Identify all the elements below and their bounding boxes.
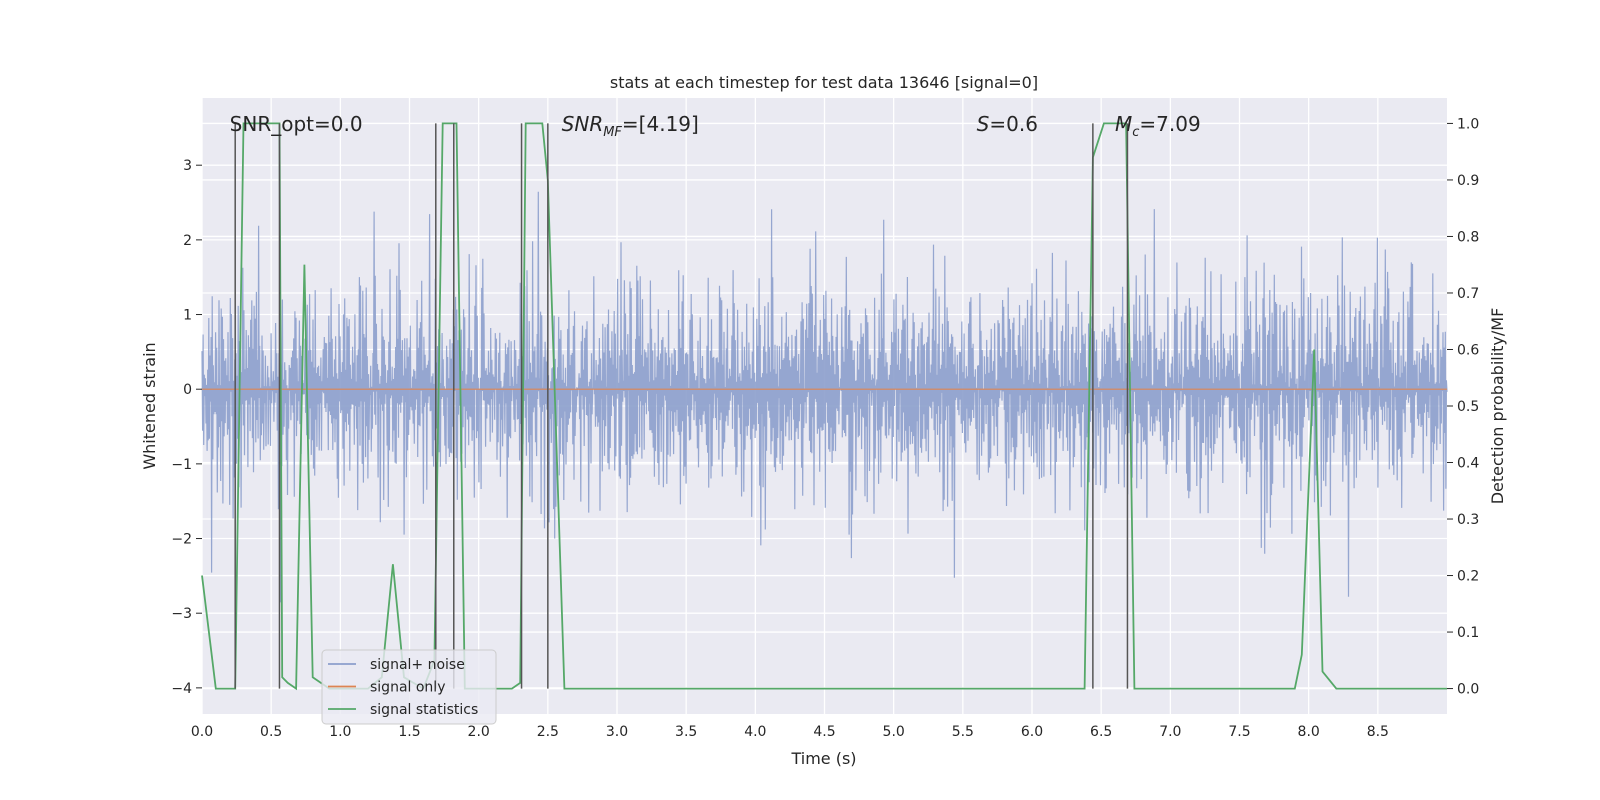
annotation-2: S=0.6 — [977, 112, 1038, 136]
x-tick-label: 7.0 — [1159, 724, 1181, 740]
statistics-line — [201, 122, 1447, 691]
y2-tick-label: 0.5 — [1457, 399, 1479, 415]
y-axis-right: 0.0 0.1 0.2 0.3 0.4 0.5 0.6 0.7 0.8 0.9 1.0 — [1447, 116, 1479, 698]
x-axis: 0.0 0.5 1.0 1.5 2.0 2.5 3.0 3.5 4.0 4.5 5.0 5.5 6.0 6… — [191, 724, 1389, 740]
y2-tick-label: 0.0 — [1457, 682, 1479, 698]
x-tick-label: 8.5 — [1367, 724, 1389, 740]
y-axis-left: −4 −3 −2 −1 0 1 2 3 — [171, 158, 202, 697]
legend-label: signal+ noise — [370, 657, 465, 673]
annotation-1: SNRMF=[4.19] — [562, 112, 699, 140]
y-tick-label: 2 — [183, 233, 192, 249]
y2-tick-label: 0.7 — [1457, 286, 1479, 302]
x-tick-label: 1.0 — [329, 724, 351, 740]
y2-tick-label: 1.0 — [1457, 116, 1479, 132]
x-tick-label: 8.0 — [1298, 724, 1320, 740]
y-tick-label: −1 — [171, 457, 192, 473]
legend-box — [321, 649, 497, 725]
y2-tick-label: 0.6 — [1457, 342, 1479, 358]
y2-axis-label: Detection probability/MF — [1488, 308, 1507, 505]
y2-tick-label: 0.4 — [1457, 456, 1479, 472]
y-axis-label: Whitened strain — [140, 342, 159, 469]
x-tick-label: 1.5 — [398, 724, 420, 740]
y2-tick-label: 0.2 — [1457, 569, 1479, 585]
annotation-3: Mc=7.09 — [1115, 112, 1201, 140]
annotations: SNR_opt=0.0 SNRMF=[4.19] S=0.6 Mc=7.09 — [230, 112, 1201, 140]
x-tick-label: 6.0 — [1021, 724, 1043, 740]
x-tick-label: 4.5 — [813, 724, 835, 740]
y2-tick-label: 0.9 — [1457, 173, 1479, 189]
y-tick-label: 1 — [183, 308, 192, 324]
y2-tick-label: 0.3 — [1457, 512, 1479, 528]
x-tick-label: 6.5 — [1090, 724, 1112, 740]
x-tick-label: 5.0 — [883, 724, 905, 740]
y-tick-label: −4 — [171, 681, 192, 697]
noise-series — [201, 191, 1448, 603]
chart-title: stats at each timestep for test data 136… — [610, 73, 1038, 92]
x-tick-label: 4.0 — [744, 724, 766, 740]
x-tick-label: 3.5 — [675, 724, 697, 740]
x-axis-label: Time (s) — [790, 749, 856, 768]
x-tick-label: 2.0 — [468, 724, 490, 740]
y-tick-label: −2 — [171, 532, 192, 548]
y2-tick-label: 0.8 — [1457, 229, 1479, 245]
x-tick-label: 0.5 — [260, 724, 282, 740]
event-markers — [234, 123, 1129, 689]
noise-line — [201, 191, 1448, 603]
y2-tick-label: 0.1 — [1457, 625, 1479, 641]
x-tick-label: 7.5 — [1228, 724, 1250, 740]
x-tick-label: 0.0 — [191, 724, 213, 740]
x-tick-label: 2.5 — [537, 724, 559, 740]
legend-label: signal only — [370, 680, 445, 696]
y-tick-label: 0 — [183, 382, 192, 398]
y-tick-label: −3 — [171, 606, 192, 622]
legend-label: signal statistics — [370, 702, 478, 718]
legend: signal+ noise signal only signal statistic… — [321, 649, 497, 725]
x-tick-label: 3.0 — [606, 724, 628, 740]
annotation-0: SNR_opt=0.0 — [230, 112, 363, 136]
x-tick-label: 5.5 — [952, 724, 974, 740]
y-tick-label: 3 — [183, 158, 192, 174]
